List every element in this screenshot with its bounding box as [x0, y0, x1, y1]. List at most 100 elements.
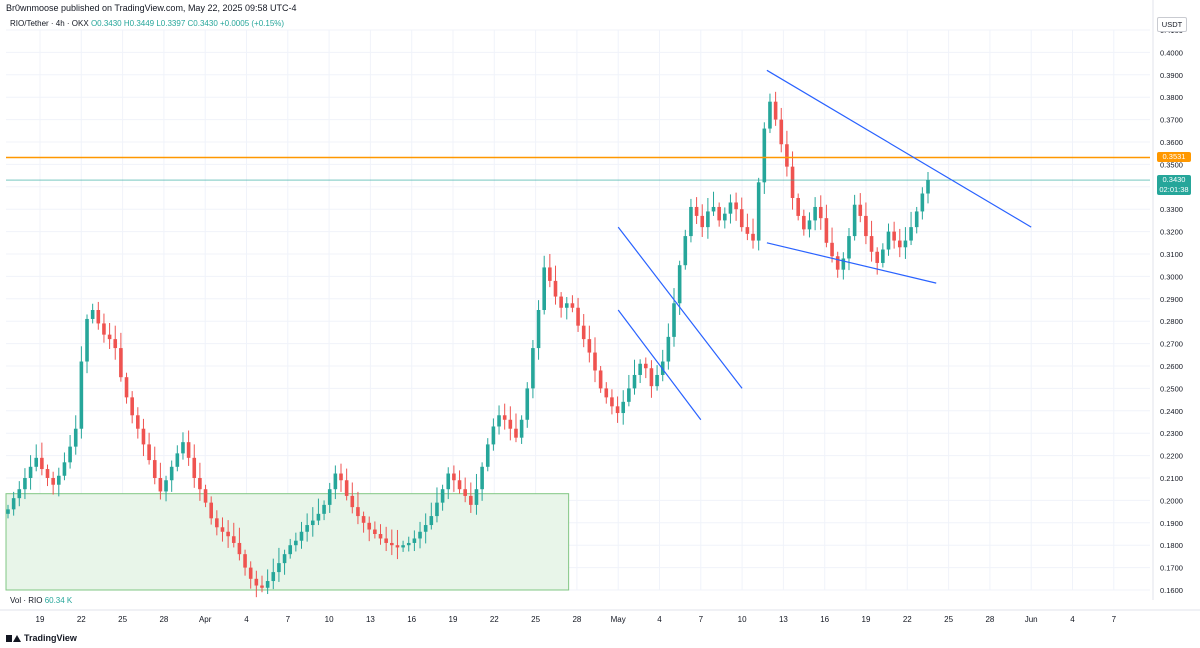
date-tick-label: May [611, 615, 626, 624]
candle-body [28, 466, 33, 478]
candle-body [852, 204, 857, 237]
currency-unit[interactable]: USDT [1157, 17, 1187, 32]
candle-body [209, 502, 213, 519]
symbol-name[interactable]: RIO/Tether · 4h · OKX [10, 19, 89, 28]
candle-body [90, 310, 95, 319]
candle-body [463, 489, 467, 496]
candle-body [141, 428, 146, 445]
candle-body [243, 554, 247, 568]
candle-body [677, 265, 682, 304]
candle-body [762, 128, 767, 183]
candle-body [734, 202, 738, 210]
candle-body [152, 460, 157, 478]
candle-body [881, 249, 885, 263]
date-tick-label: 25 [118, 615, 127, 624]
candle-body [779, 119, 784, 145]
date-tick-label: 19 [862, 615, 871, 624]
candle-body [796, 198, 800, 216]
candle-body [700, 215, 705, 228]
ohlc-low: L0.3397 [156, 19, 186, 28]
price-tick-label: 0.3000 [1160, 272, 1183, 281]
candle-body [581, 325, 586, 340]
candle-body [107, 334, 112, 340]
candle-body [203, 489, 208, 503]
price-tick-label: 0.4000 [1160, 48, 1183, 57]
candle-body [51, 478, 55, 485]
candle-body [914, 211, 919, 228]
brand-name: TradingView [24, 633, 77, 643]
volume-value: 60.34 K [44, 596, 73, 605]
candle-body [818, 206, 823, 219]
candle-body [519, 419, 524, 438]
candle-body [310, 520, 315, 526]
volume-label: Vol · RIO 60.34 K [10, 596, 72, 605]
candle-body [198, 478, 202, 490]
date-tick-label: Jun [1025, 615, 1038, 624]
demand-zone [5, 493, 570, 591]
candle-body [136, 415, 140, 429]
candle-body [169, 466, 174, 481]
candle-body [514, 428, 518, 438]
date-tick-label: 25 [944, 615, 953, 624]
candle-body [598, 370, 603, 389]
candle-body [542, 267, 546, 310]
candle-body [6, 509, 10, 514]
date-tick-label: 4 [657, 615, 662, 624]
candle-body [401, 545, 405, 548]
candle-body [277, 563, 281, 573]
price-tick-label: 0.3900 [1160, 71, 1183, 80]
candle-body [260, 585, 264, 588]
candle-body [649, 368, 654, 387]
date-tick-label: 10 [325, 615, 334, 624]
price-tick-label: 0.1600 [1160, 586, 1183, 595]
candle-body [248, 567, 253, 579]
candle-body [119, 348, 123, 378]
trendlines [6, 69, 1150, 421]
price-tick-label: 0.2700 [1160, 340, 1183, 349]
candle-body [802, 215, 806, 230]
candle-body [164, 480, 168, 492]
price-tick-label: 0.1900 [1160, 519, 1183, 528]
candle-body [474, 489, 479, 505]
date-tick-label: Apr [199, 615, 212, 624]
candle-body [875, 251, 880, 263]
candle-body [728, 202, 733, 214]
candle-body [181, 442, 185, 454]
candle-body [717, 206, 721, 221]
candle-body [288, 545, 293, 555]
candle-body [723, 213, 727, 221]
candle-body [564, 303, 569, 308]
candle-body [683, 236, 688, 266]
candle-body [406, 542, 411, 546]
price-tick-label: 0.2500 [1160, 384, 1183, 393]
candle-body [186, 442, 191, 458]
candle-body [570, 303, 575, 308]
candle-body [886, 231, 891, 250]
ohlc-high: H0.3449 [123, 19, 155, 28]
candle-body [344, 480, 349, 496]
candle-body [593, 352, 597, 371]
candle-body [621, 401, 626, 414]
candle-body [773, 101, 778, 120]
candle-body [378, 534, 383, 539]
candle-body [282, 554, 287, 564]
price-tick-label: 0.2400 [1160, 407, 1183, 416]
candle-body [175, 453, 180, 467]
price-tick-label: 0.3100 [1160, 250, 1183, 259]
date-tick-label: 7 [286, 615, 291, 624]
candle-body [102, 323, 106, 335]
candle-body [689, 206, 693, 237]
candle-body [440, 489, 445, 503]
price-tick-label: 0.2600 [1160, 362, 1183, 371]
candle-body [34, 457, 39, 467]
candle-body [395, 545, 400, 548]
candle-body [220, 527, 225, 532]
candle-body [356, 507, 360, 517]
candle-body [333, 473, 338, 490]
resistance-price-tag: 0.3531 [1157, 152, 1191, 163]
candle-body [327, 489, 332, 505]
candle-body [525, 388, 530, 420]
volume-title: Vol · RIO [10, 596, 43, 605]
date-tick-label: 4 [1070, 615, 1075, 624]
